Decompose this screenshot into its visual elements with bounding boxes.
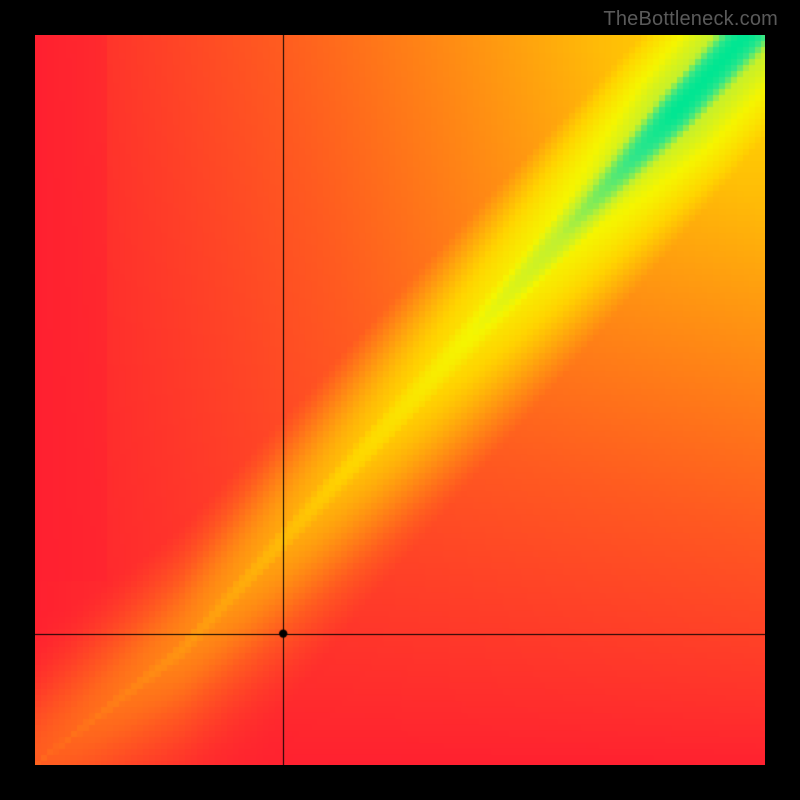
chart-container: TheBottleneck.com bbox=[0, 0, 800, 800]
watermark-text: TheBottleneck.com bbox=[603, 8, 778, 31]
heatmap-plot bbox=[35, 35, 765, 765]
